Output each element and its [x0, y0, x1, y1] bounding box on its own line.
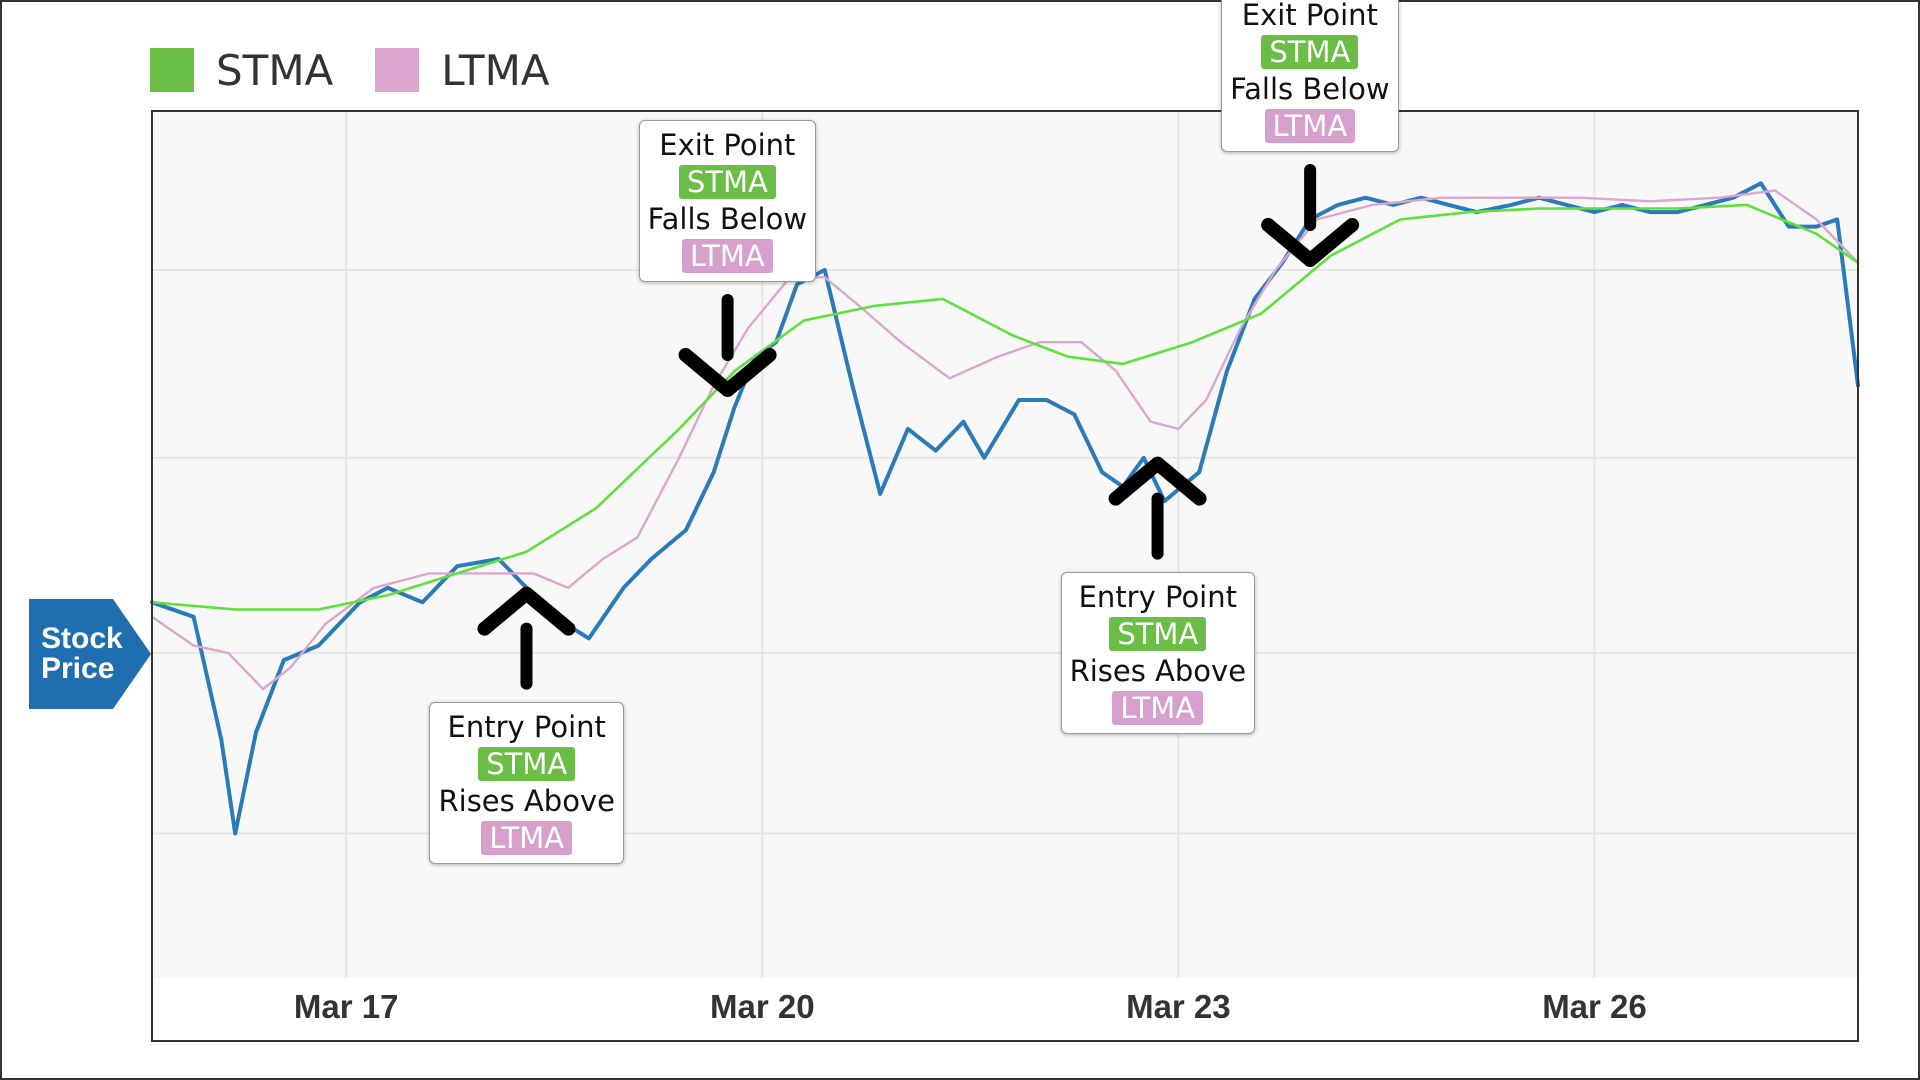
- annotation-tag-ltma: LTMA: [681, 239, 773, 273]
- annotation-verb: Falls Below: [647, 202, 808, 236]
- legend-label-stma: STMA: [216, 45, 334, 95]
- plot-border: [151, 110, 1859, 1042]
- annotation-tag-stma: STMA: [1109, 616, 1207, 651]
- annotation-arrow-head-0: [477, 586, 576, 636]
- annotation-box-3: Exit Point STMA Falls Below LTMA: [1221, 0, 1399, 152]
- series-line-ltma: [150, 189, 1860, 691]
- x-tick-label-3: Mar 26: [1542, 988, 1647, 1025]
- annotation-tag-ltma: LTMA: [481, 820, 573, 855]
- annotation-tag-stma: STMA: [678, 165, 776, 199]
- annotation-tag-stma-row: STMA: [1230, 33, 1390, 71]
- annotation-tag-ltma: LTMA: [1264, 108, 1356, 143]
- annotation-box-0: Entry Point STMA Rises Above LTMA: [429, 701, 624, 864]
- annotation-tag-ltma: LTMA: [1112, 690, 1204, 725]
- stock-price-label-line2: Price: [41, 652, 115, 685]
- legend-swatch-stma: [150, 48, 194, 92]
- annotation-title: Exit Point: [1241, 0, 1378, 32]
- annotation-box-2: Entry Point STMA Rises Above LTMA: [1060, 571, 1256, 734]
- legend-label-ltma: LTMA: [441, 45, 550, 95]
- legend-item-ltma[interactable]: LTMA: [375, 45, 550, 95]
- x-tick-label-2: Mar 23: [1126, 988, 1231, 1025]
- stock-price-label: Stock Price: [41, 624, 141, 684]
- annotation-verb: Rises Above: [438, 783, 615, 818]
- arrows: [477, 163, 1360, 690]
- annotation-tag-stma-row: STMA: [648, 163, 808, 201]
- annotation-tag-stma: STMA: [1261, 34, 1359, 69]
- series-line-stma: [150, 203, 1860, 611]
- stock-price-label-line1: Stock: [41, 622, 123, 655]
- annotation-box-1: Exit Point STMA Falls Below LTMA: [638, 120, 817, 282]
- annotation-tag-ltma-row: LTMA: [648, 237, 808, 275]
- x-axis: Mar 17 Mar 20 Mar 23 Mar 26: [294, 988, 1647, 1025]
- x-tick-label-1: Mar 20: [710, 988, 815, 1025]
- annotation-arrow-head-1: [678, 348, 777, 397]
- annotation-tag-stma: STMA: [478, 746, 576, 781]
- annotation-arrow-head-3: [1261, 217, 1360, 267]
- annotation-arrow-head-2: [1108, 456, 1207, 506]
- annotation-title: Entry Point: [447, 709, 606, 744]
- stock-price-marker: [29, 599, 151, 709]
- plot-area: [152, 111, 1858, 978]
- annotation-title: Exit Point: [659, 128, 796, 162]
- legend: STMA LTMA: [150, 42, 592, 98]
- annotation-tag-ltma-row: LTMA: [1070, 689, 1246, 727]
- annotation-title: Entry Point: [1078, 579, 1237, 614]
- annotation-verb: Rises Above: [1069, 653, 1247, 688]
- annotation-tag-stma-row: STMA: [438, 745, 614, 783]
- annotation-verb: Falls Below: [1230, 71, 1390, 106]
- legend-swatch-ltma: [375, 48, 420, 92]
- x-tick-label-0: Mar 17: [294, 988, 399, 1025]
- annotation-tag-ltma-row: LTMA: [1230, 107, 1390, 145]
- series: [150, 181, 1860, 836]
- legend-item-stma[interactable]: STMA: [150, 46, 333, 95]
- annotation-tag-ltma-row: LTMA: [438, 819, 614, 857]
- series-line-stock-price: [150, 181, 1860, 836]
- annotation-tag-stma-row: STMA: [1070, 615, 1246, 653]
- stock-price-marker-shape: [29, 599, 151, 709]
